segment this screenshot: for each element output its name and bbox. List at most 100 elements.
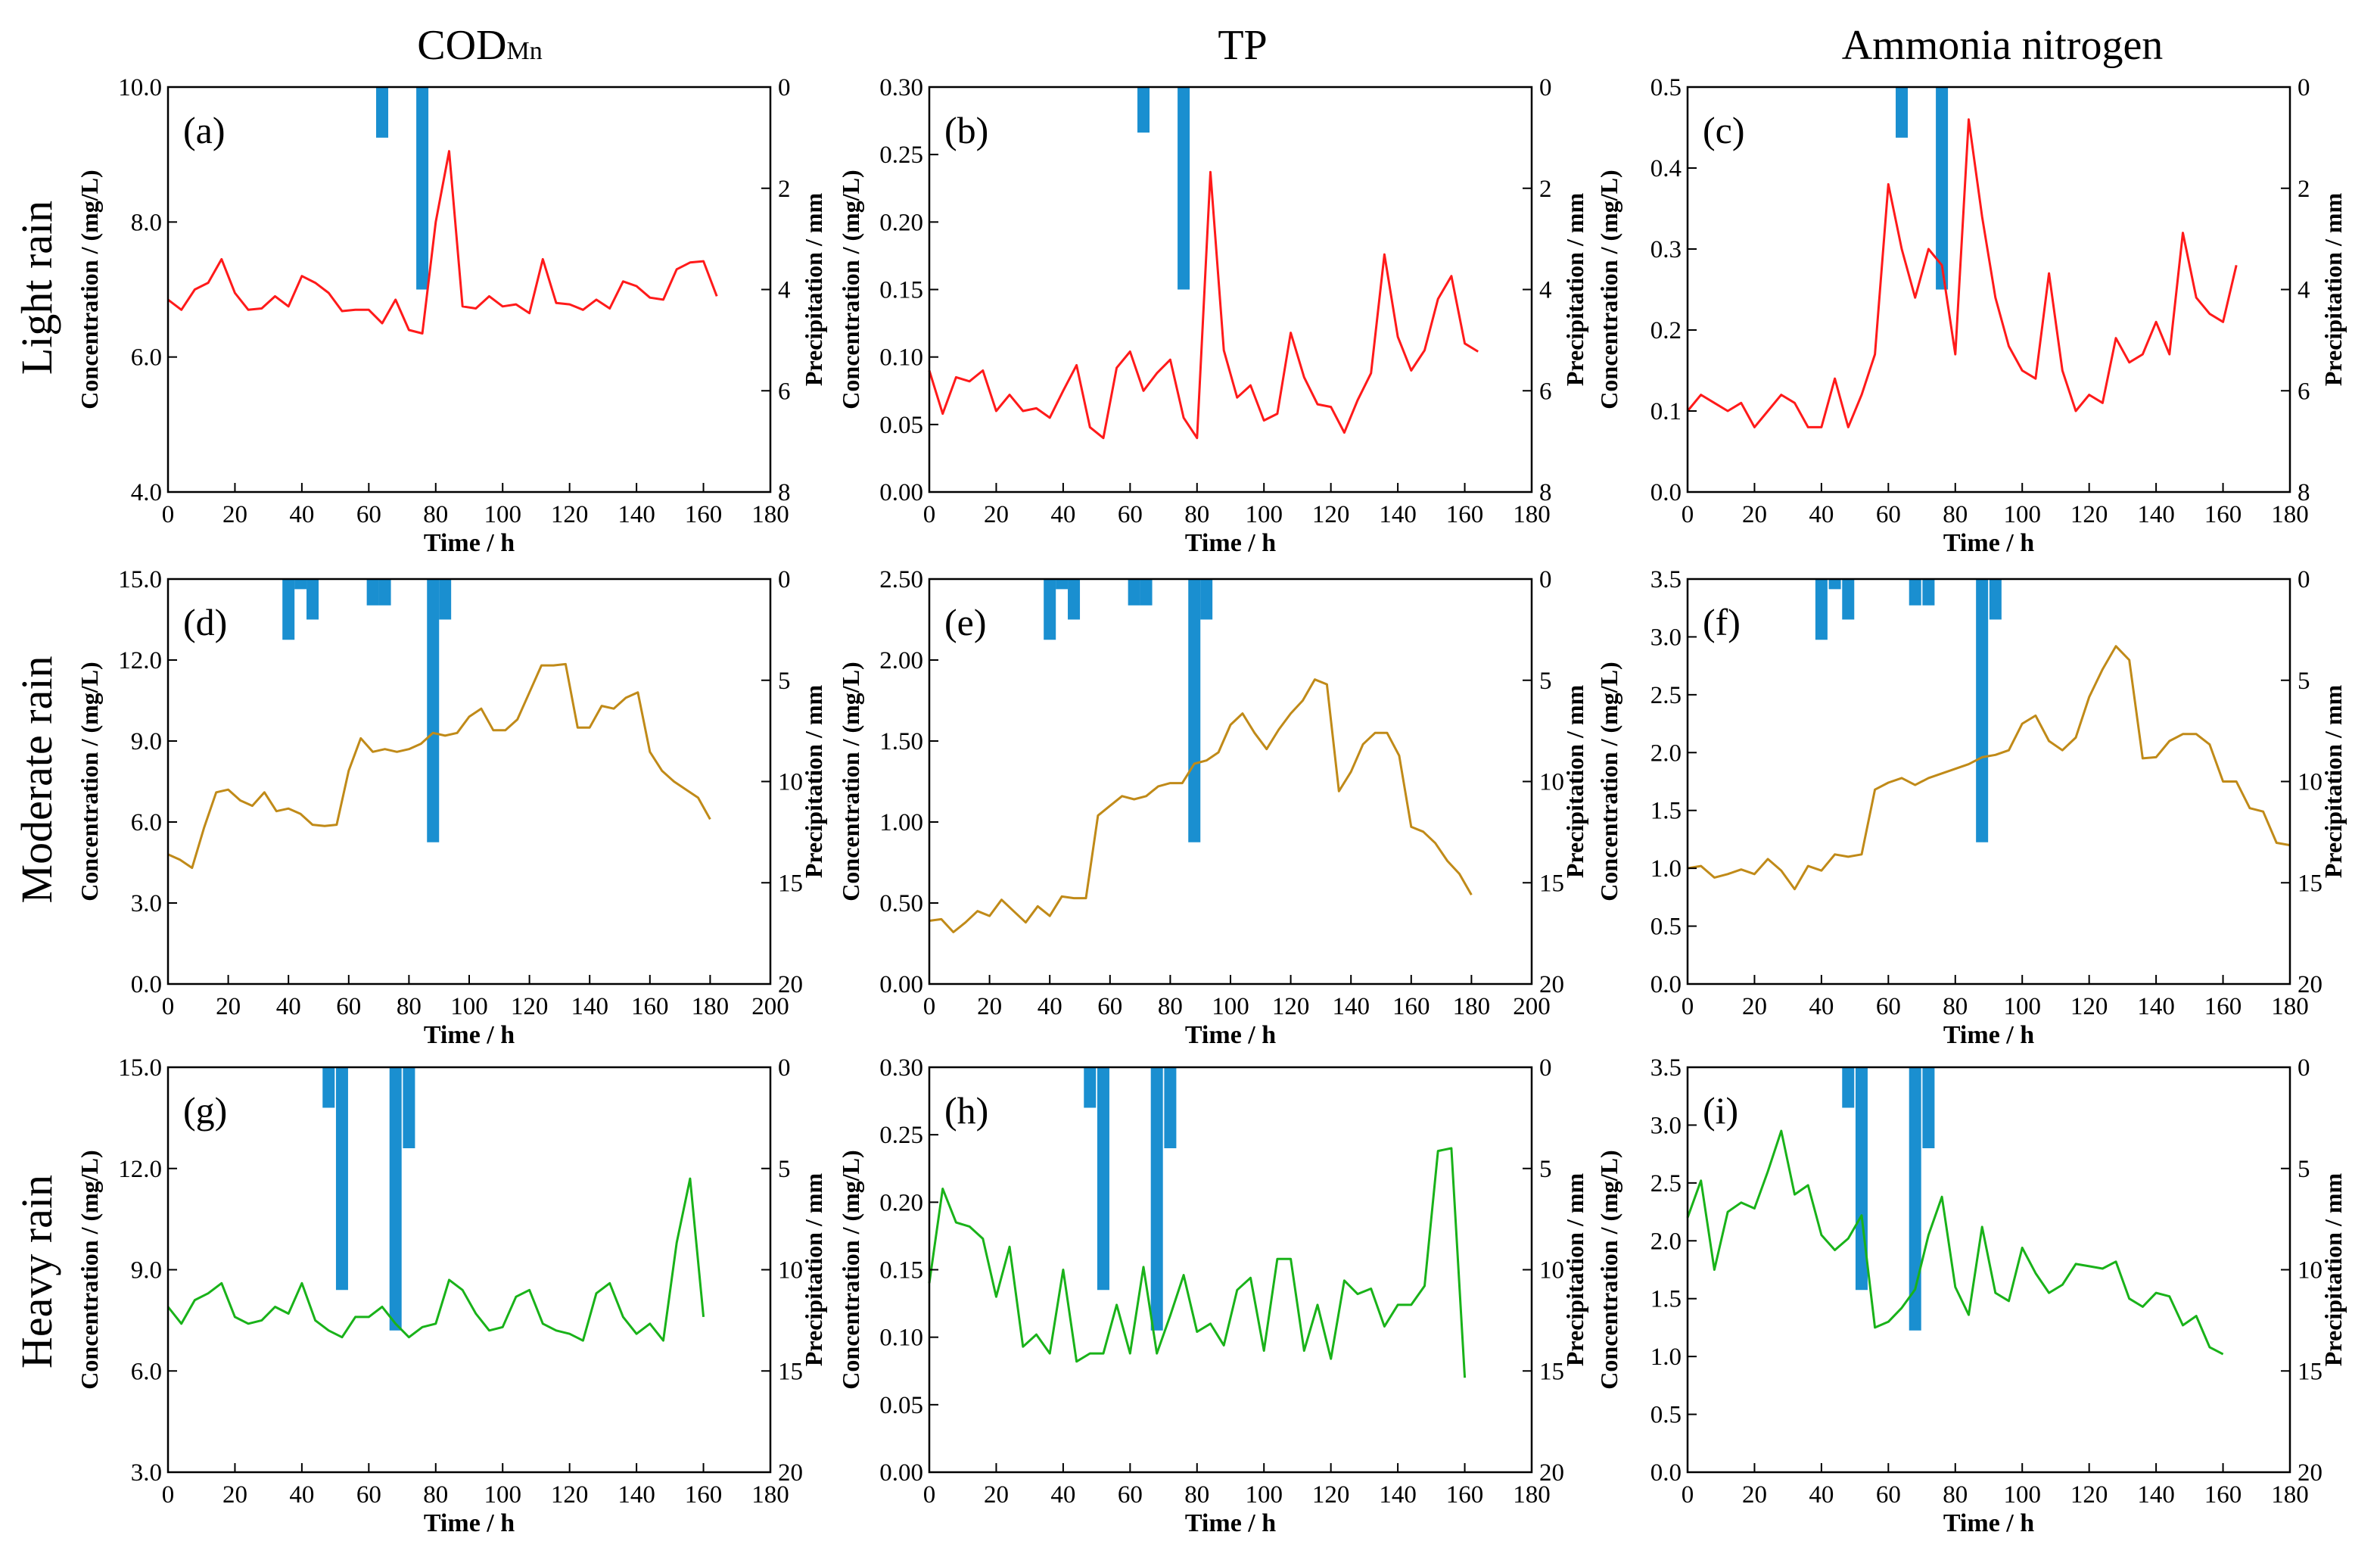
x-tick-label: 120 <box>2070 501 2108 528</box>
x-tick-label: 80 <box>397 993 422 1020</box>
chart-panel-b: 0 20 40 60 80 100 120 140 160 1800.000.050.100.15… <box>837 74 1588 557</box>
panel-label: (e) <box>944 601 987 643</box>
y2-tick-label: 2 <box>1539 176 1552 203</box>
y-tick-label: 0.0 <box>1650 971 1682 998</box>
x-tick-label: 40 <box>289 501 314 528</box>
x-tick-label: 60 <box>1118 1481 1143 1509</box>
x-tick-label: 40 <box>276 993 301 1020</box>
y2-tick-label: 6 <box>2298 378 2310 405</box>
chart-panel-f: 0 20 40 60 80 100 120 140 160 1800.00.51.01.52.02… <box>1595 566 2347 1049</box>
y2-tick-label: 8 <box>2298 479 2310 506</box>
y2-tick-label: 10 <box>778 769 803 796</box>
x-tick-label: 0 <box>1682 501 1694 528</box>
column-title-ammonia-nitrogen: Ammonia nitrogen <box>1842 22 2164 69</box>
y2-tick-label: 0 <box>1539 74 1552 101</box>
y2-tick-label: 20 <box>1539 1459 1564 1487</box>
x-tick-label: 180 <box>692 993 730 1020</box>
precipitation-bar <box>1989 579 2002 620</box>
precipitation-bar <box>1137 87 1150 133</box>
x-tick-label: 0 <box>923 993 936 1020</box>
y-tick-label: 0.5 <box>1650 74 1682 101</box>
x-tick-label: 80 <box>1184 501 1209 528</box>
precipitation-bar <box>1164 1067 1177 1148</box>
y2-tick-label: 5 <box>778 1156 791 1183</box>
x-tick-label: 160 <box>685 1481 723 1509</box>
y-tick-label: 0.00 <box>879 1459 923 1487</box>
x-axis-label: Time / h <box>1185 1509 1276 1537</box>
y2-tick-label: 15 <box>1539 870 1564 897</box>
chart-panel-i: 0 20 40 60 80 100 120 140 160 1800.00.51.01.52.02… <box>1595 1054 2347 1537</box>
x-tick-label: 200 <box>751 993 789 1020</box>
concentration-line <box>928 1147 1467 1378</box>
y-tick-label: 0.00 <box>879 479 923 506</box>
y-tick-label: 0.5 <box>1650 1402 1682 1429</box>
y2-axis-label: Precipitation / mm <box>1561 192 1588 386</box>
x-tick-label: 160 <box>1392 993 1430 1020</box>
y-tick-label: 0.50 <box>879 890 923 917</box>
precipitation-bar <box>1097 1067 1109 1291</box>
precipitation-bar <box>427 579 440 842</box>
precipitation-bar <box>1842 579 1855 620</box>
y2-tick-label: 20 <box>778 971 803 998</box>
x-tick-label: 0 <box>162 501 175 528</box>
x-tick-label: 140 <box>2137 501 2175 528</box>
plot-frame <box>166 1066 772 1474</box>
y-tick-label: 15.0 <box>118 566 162 593</box>
precipitation-bar <box>1200 579 1213 620</box>
y2-tick-label: 15 <box>778 1358 803 1385</box>
y2-axis-label: Precipitation / mm <box>800 1172 827 1366</box>
x-tick-label: 160 <box>631 993 669 1020</box>
y-tick-label: 12.0 <box>118 647 162 674</box>
x-tick-label: 60 <box>1876 501 1901 528</box>
y2-tick-label: 5 <box>1539 1156 1552 1183</box>
y2-tick-label: 6 <box>778 378 791 405</box>
x-tick-label: 80 <box>423 501 448 528</box>
x-tick-label: 80 <box>1943 1481 1968 1509</box>
plot-frame <box>928 86 1533 494</box>
precipitation-bar <box>1922 1067 1935 1148</box>
row-title-moderate-rain: Moderate rain <box>12 656 61 904</box>
y-tick-label: 0.0 <box>1650 1459 1682 1487</box>
x-tick-label: 180 <box>2271 993 2309 1020</box>
y-tick-label: 0.2 <box>1650 317 1682 344</box>
concentration-line <box>928 170 1479 440</box>
x-tick-label: 20 <box>1742 501 1767 528</box>
x-tick-label: 20 <box>222 1481 247 1509</box>
x-axis-label: Time / h <box>1943 529 2034 557</box>
precipitation-bar <box>378 579 391 606</box>
y2-tick-label: 0 <box>1539 566 1552 593</box>
y-tick-label: 2.5 <box>1650 1170 1682 1197</box>
precipitation-bar <box>1044 579 1056 640</box>
precipitation-bar <box>366 579 379 606</box>
y-axis-label: Concentration / (mg/L) <box>1595 662 1622 901</box>
y-tick-label: 10.0 <box>118 74 162 101</box>
precipitation-bar <box>1068 579 1081 620</box>
precipitation-bar <box>389 1067 402 1331</box>
precipitation-bar <box>1056 579 1069 590</box>
figure-titles: CODMn TP Ammonia nitrogen Light rain Mod… <box>12 22 2163 1369</box>
x-tick-label: 40 <box>289 1481 314 1509</box>
x-tick-label: 180 <box>1513 501 1551 528</box>
x-tick-label: 140 <box>2137 1481 2175 1509</box>
y-tick-label: 2.00 <box>879 647 923 674</box>
x-tick-label: 60 <box>1118 501 1143 528</box>
plot-frame <box>1686 1066 2291 1474</box>
y-tick-label: 0.5 <box>1650 914 1682 941</box>
x-tick-label: 40 <box>1809 993 1834 1020</box>
plot-frame <box>928 578 1533 986</box>
precipitation-bar <box>335 1067 348 1291</box>
y2-tick-label: 0 <box>778 566 791 593</box>
y2-axis-label: Precipitation / mm <box>2319 192 2347 386</box>
panel-label: (d) <box>183 601 227 643</box>
y-tick-label: 0.10 <box>879 1325 923 1352</box>
y2-tick-label: 0 <box>2298 74 2310 101</box>
panel-label: (h) <box>944 1089 988 1132</box>
y-tick-label: 6.0 <box>131 344 162 372</box>
precipitation-bar <box>1909 579 1921 606</box>
y2-tick-label: 0 <box>1539 1054 1552 1082</box>
x-tick-label: 80 <box>1943 501 1968 528</box>
y2-tick-label: 0 <box>2298 566 2310 593</box>
x-tick-label: 120 <box>551 501 589 528</box>
precipitation-bar <box>403 1067 415 1148</box>
